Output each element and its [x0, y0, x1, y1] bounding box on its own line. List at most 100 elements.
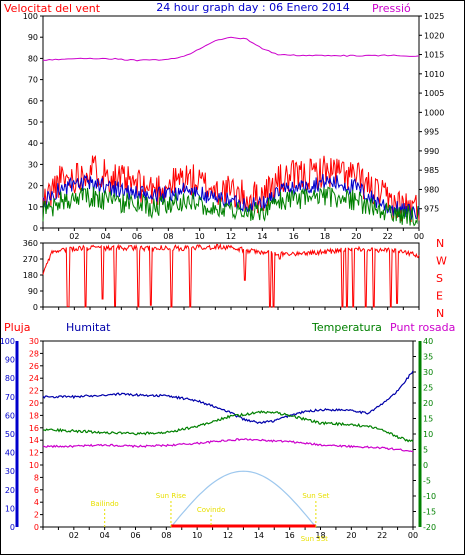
humidity-axis-label-0: 0 — [10, 523, 15, 532]
wind-axis-label-90: 90 — [28, 33, 38, 42]
humidity-axis-label-60: 60 — [5, 411, 15, 420]
rain-axis-label-14: 14 — [29, 436, 39, 445]
panel1-right-label: Pressió — [372, 2, 411, 15]
rain-axis-label-10: 10 — [29, 461, 39, 470]
rain-axis-label-30: 30 — [29, 337, 39, 346]
dir-label-4: N — [436, 307, 444, 320]
pressure-axis-label-1015: 1015 — [424, 51, 444, 60]
panel3-hour-label-02: 02 — [69, 531, 79, 540]
sun-arc — [170, 470, 317, 528]
wind-axis-label-30: 30 — [28, 160, 38, 169]
wind-axis-label-40: 40 — [28, 139, 38, 148]
panel1-hour-label-10: 10 — [195, 232, 205, 241]
temp-axis-label-30: 30 — [423, 368, 433, 377]
temp-axis-label-25: 25 — [423, 384, 433, 393]
rain-axis-label-6: 6 — [34, 486, 39, 495]
temp-axis-label--15: -15 — [423, 508, 436, 517]
panel3-hour-label-08: 08 — [161, 531, 171, 540]
wind-axis-label-0: 0 — [33, 224, 38, 233]
dir-axis-label-270: 270 — [23, 255, 38, 264]
panel1-hour-label-00: 00 — [414, 232, 424, 241]
panel1-hour-label-20: 20 — [351, 232, 361, 241]
panel1-hour-label-08: 08 — [163, 232, 173, 241]
rain-axis-label-18: 18 — [29, 411, 39, 420]
pressure-axis-label-1025: 1025 — [424, 12, 444, 21]
series-pressure — [42, 36, 420, 62]
temp-axis-label--10: -10 — [423, 492, 436, 501]
panel2-frame — [42, 242, 420, 308]
panel1-left-label: Velocitat del vent — [4, 2, 101, 15]
rain-axis-label-12: 12 — [29, 449, 39, 458]
pressure-axis-label-990: 990 — [424, 147, 439, 156]
event-label-1: Sun Rise — [156, 492, 186, 500]
rain-axis-label-2: 2 — [34, 511, 39, 520]
rain-axis-label-8: 8 — [34, 473, 39, 482]
humidity-axis-label-10: 10 — [5, 504, 15, 513]
series-dew — [42, 438, 414, 453]
pressure-axis-label-995: 995 — [424, 128, 439, 137]
panel1-hour-label-02: 02 — [69, 232, 79, 241]
panel3-hour-label-06: 06 — [130, 531, 140, 540]
rain-axis-label-24: 24 — [29, 374, 39, 383]
dir-axis-label-360: 360 — [23, 239, 38, 248]
pressure-axis-label-1005: 1005 — [424, 89, 444, 98]
series-wind_avg — [42, 186, 420, 227]
wind-axis-label-10: 10 — [28, 203, 38, 212]
temp-axis-label-40: 40 — [423, 337, 433, 346]
label-humitat: Humitat — [66, 321, 111, 334]
humidity-axis-label-90: 90 — [5, 356, 15, 365]
panel1-hour-label-06: 06 — [132, 232, 142, 241]
temp-axis-label-5: 5 — [423, 446, 428, 455]
dir-axis-label-90: 90 — [28, 287, 38, 296]
dir-label-0: N — [436, 237, 444, 250]
panel3-hour-label-04: 04 — [100, 531, 110, 540]
panel3-frame — [42, 340, 414, 528]
humidity-axis-label-50: 50 — [5, 430, 15, 439]
panel3-hour-label-14: 14 — [254, 531, 264, 540]
pressure-axis-label-980: 980 — [424, 185, 439, 194]
temp-axis-label--5: -5 — [423, 477, 431, 486]
wind-axis-label-80: 80 — [28, 54, 38, 63]
temp-axis-label-10: 10 — [423, 430, 433, 439]
series-temp — [43, 410, 414, 443]
humidity-temperature-panel: 0102030405060708090100024681012141618202… — [0, 337, 436, 543]
wind-axis-label-70: 70 — [28, 76, 38, 85]
rain-axis-label-28: 28 — [29, 349, 39, 358]
humidity-axis-label-20: 20 — [5, 486, 15, 495]
wind-axis-label-60: 60 — [28, 97, 38, 106]
event-label-3: Sun Set — [302, 492, 329, 500]
pressure-axis-label-1000: 1000 — [424, 108, 444, 117]
panel3-hour-label-00: 00 — [408, 531, 418, 540]
event-label-4: Sun 3St — [301, 535, 328, 543]
panel3-hour-label-10: 10 — [192, 531, 202, 540]
wind-axis-label-100: 100 — [23, 12, 38, 21]
wind-pressure-panel: 0102030405060708090100975980985990995100… — [23, 12, 445, 241]
temp-axis-label-20: 20 — [423, 399, 433, 408]
rain-axis-label-0: 0 — [34, 523, 39, 532]
humidity-axis-label-70: 70 — [5, 393, 15, 402]
panel1-hour-label-18: 18 — [320, 232, 330, 241]
humidity-axis-label-100: 100 — [0, 337, 15, 346]
dir-label-3: E — [436, 290, 443, 303]
rain-axis-label-20: 20 — [29, 399, 39, 408]
panel1-hour-label-16: 16 — [289, 232, 299, 241]
rain-axis-label-16: 16 — [29, 424, 39, 433]
pressure-axis-label-1020: 1020 — [424, 31, 444, 40]
wind-direction-panel: 0 90 180 270 360 — [23, 239, 420, 312]
panel3-hour-label-18: 18 — [315, 531, 325, 540]
humidity-axis-label-40: 40 — [5, 449, 15, 458]
humidity-axis-label-80: 80 — [5, 374, 15, 383]
chart-title: 24 hour graph day : 06 Enero 2014 — [156, 1, 350, 14]
panel1-hour-label-12: 12 — [226, 232, 236, 241]
label-pluja: Pluja — [4, 321, 30, 334]
temp-axis-label-15: 15 — [423, 415, 433, 424]
panel3-hour-label-20: 20 — [346, 531, 356, 540]
panel3-hour-label-12: 12 — [223, 531, 233, 540]
series-wind — [42, 154, 420, 223]
label-punt-rosada: Punt rosada — [390, 321, 455, 334]
panel3-hour-label-22: 22 — [377, 531, 387, 540]
humidity-axis-label-30: 30 — [5, 467, 15, 476]
panel1-hour-label-22: 22 — [383, 232, 393, 241]
